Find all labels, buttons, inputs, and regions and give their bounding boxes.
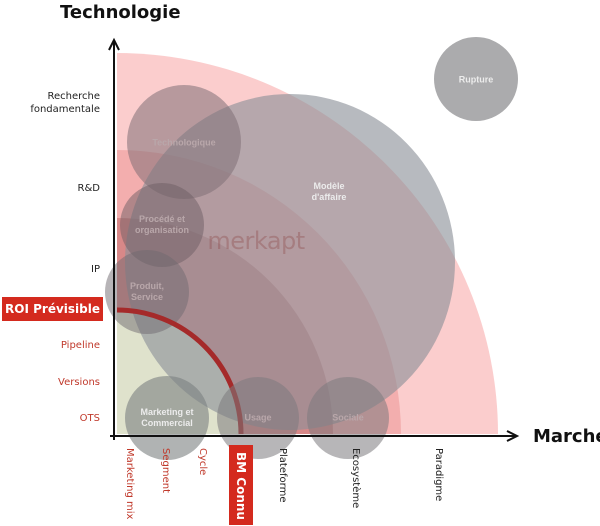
- produit-line2: Service: [130, 292, 164, 302]
- modele-affaire-label: Modèle d'affaire: [312, 181, 347, 203]
- x-axis-title: Marché: [533, 426, 600, 447]
- technologique-circle: [127, 85, 241, 199]
- x-label-paradigme: Paradigme: [433, 448, 444, 502]
- y-label-recherche-line2: fondamentale: [30, 104, 100, 115]
- y-label-recherche: Recherche fondamentale: [30, 90, 100, 116]
- y-label-versions: Versions: [58, 377, 100, 388]
- procede-line2: organisation: [134, 225, 190, 235]
- roi-previsible-badge: ROI Prévisible: [2, 297, 103, 321]
- marketing-line2: Commercial: [141, 418, 193, 428]
- rupture-circle: [434, 37, 518, 121]
- merkapt-watermark: merkapt: [207, 227, 305, 255]
- procede-circle: [120, 183, 204, 267]
- y-axis-arrow: [108, 37, 120, 51]
- usage-circle: [217, 377, 299, 459]
- x-axis-arrow: [506, 430, 520, 442]
- x-label-cycle: Cycle: [197, 448, 208, 476]
- y-label-rd: R&D: [77, 183, 100, 194]
- y-label-ip: IP: [91, 264, 100, 275]
- modele-line2: d'affaire: [311, 192, 347, 202]
- marketing-commercial-circle: [125, 376, 209, 460]
- produit-circle: [105, 250, 189, 334]
- procede-label: Procédé et organisation: [135, 214, 189, 236]
- marketing-commercial-label: Marketing et Commercial: [140, 407, 193, 429]
- x-label-ecosysteme: Ecosystème: [350, 448, 361, 509]
- modele-line1: Modèle: [313, 181, 345, 191]
- sociale-label: Sociale: [332, 412, 364, 423]
- technologique-label: Technologique: [152, 137, 216, 148]
- rupture-label: Rupture: [458, 74, 494, 85]
- y-label-ots: OTS: [79, 413, 100, 424]
- produit-line1: Produit,: [130, 281, 164, 291]
- procede-line1: Procédé et: [138, 214, 186, 224]
- y-label-pipeline: Pipeline: [60, 340, 100, 351]
- marketing-line1: Marketing et: [140, 407, 194, 417]
- usage-label: Usage: [244, 412, 272, 423]
- y-label-recherche-line1: Recherche: [47, 91, 100, 102]
- x-label-plateforme: Plateforme: [277, 448, 288, 503]
- y-axis-title: Technologie: [60, 2, 181, 23]
- produit-label: Produit, Service: [130, 281, 164, 303]
- bm-connu-badge: BM Connu: [229, 445, 253, 525]
- x-label-marketing-mix: Marketing mix: [124, 448, 135, 520]
- sociale-circle: [307, 377, 389, 459]
- x-label-segment: Segment: [160, 448, 171, 493]
